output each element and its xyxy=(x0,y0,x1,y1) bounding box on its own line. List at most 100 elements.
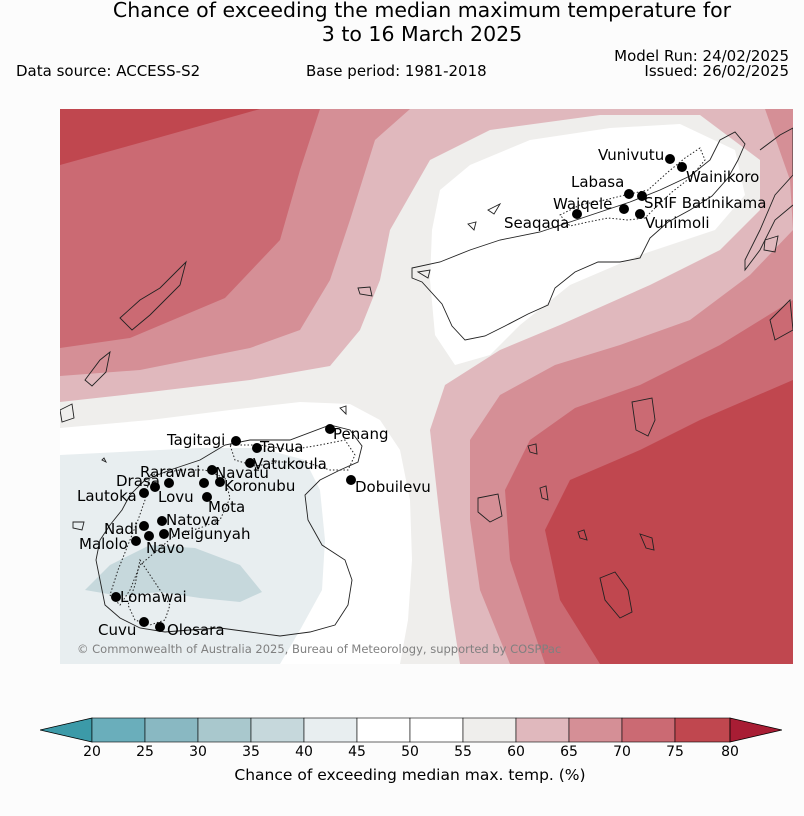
swatch-35-40 xyxy=(250,717,305,743)
swatch-65-70 xyxy=(568,717,623,743)
label-meigunyah: Meigunyah xyxy=(168,525,250,543)
tick-label: 60 xyxy=(507,744,525,760)
station-marker xyxy=(111,592,121,602)
colorbar-ticks: 20 25 30 35 40 45 50 55 60 65 70 75 80 xyxy=(0,744,804,762)
station-marker xyxy=(252,443,262,453)
label-srif-batinikama: SRIF Batinikama xyxy=(644,194,766,212)
title-line-2: 3 to 16 March 2025 xyxy=(321,22,523,46)
tick-label: 80 xyxy=(721,744,739,760)
swatch-70-75 xyxy=(621,717,676,743)
swatch-30-35 xyxy=(197,717,252,743)
label-vunivutu: Vunivutu xyxy=(598,146,664,164)
tick-label: 25 xyxy=(136,744,154,760)
station-marker xyxy=(346,475,356,485)
station-marker xyxy=(139,488,149,498)
colorbar-extend-high xyxy=(729,717,783,743)
station-marker xyxy=(164,478,174,488)
swatch-45-50 xyxy=(356,717,411,743)
colorbar-label: Chance of exceeding median max. temp. (%… xyxy=(234,766,586,784)
station-marker xyxy=(202,492,212,502)
colorbar-extend-low xyxy=(39,717,93,743)
copyright-notice: © Commonwealth of Australia 2025, Bureau… xyxy=(77,642,562,656)
station-marker xyxy=(131,536,141,546)
tick-label: 45 xyxy=(348,744,366,760)
tick-label: 70 xyxy=(613,744,631,760)
swatch-20-25 xyxy=(91,717,146,743)
label-penang: Penang xyxy=(333,425,388,443)
map-title: Chance of exceeding the median maximum t… xyxy=(0,0,804,46)
station-markers xyxy=(111,154,687,632)
tick-label: 50 xyxy=(401,744,419,760)
label-waiqele: Waiqele xyxy=(553,195,612,213)
label-rarawai: Rarawai xyxy=(140,463,200,481)
swatch-60-65 xyxy=(515,717,570,743)
label-wainikoro: Wainikoro xyxy=(686,168,759,186)
base-period: Base period: 1981-2018 xyxy=(306,62,487,80)
label-seaqaqa: Seaqaqa xyxy=(504,214,569,232)
swatch-40-45 xyxy=(303,717,358,743)
label-drasa: Drasa xyxy=(116,472,160,490)
swatch-50-55 xyxy=(409,717,464,743)
swatch-75-80 xyxy=(674,717,731,743)
station-marker xyxy=(245,458,255,468)
station-marker xyxy=(199,478,209,488)
station-marker xyxy=(215,477,225,487)
tick-label: 75 xyxy=(666,744,684,760)
swatch-25-30 xyxy=(144,717,199,743)
tick-label: 65 xyxy=(560,744,578,760)
station-marker xyxy=(619,204,629,214)
station-marker xyxy=(159,529,169,539)
probability-map: Vunivutu Wainikoro Labasa Waiqele SRIF B… xyxy=(60,109,793,664)
label-lovu: Lovu xyxy=(158,488,194,506)
station-marker xyxy=(635,209,645,219)
swatch-55-60 xyxy=(462,717,517,743)
station-marker xyxy=(677,162,687,172)
label-vatukoula: Vatukoula xyxy=(253,455,327,473)
tick-label: 20 xyxy=(83,744,101,760)
model-run: Model Run: 24/02/2025 xyxy=(614,47,789,65)
station-labels: Vunivutu Wainikoro Labasa Waiqele SRIF B… xyxy=(77,146,766,639)
label-cuvu: Cuvu xyxy=(98,621,136,639)
label-mota: Mota xyxy=(208,498,245,516)
station-marker xyxy=(139,521,149,531)
colorbar-swatches xyxy=(91,717,731,743)
station-marker xyxy=(572,209,582,219)
tick-label: 55 xyxy=(454,744,472,760)
label-lomawai: Lomawai xyxy=(120,588,187,606)
band-45-55-north xyxy=(430,124,745,365)
label-natova: Natova xyxy=(166,511,220,529)
district-borders xyxy=(109,147,706,626)
tick-label: 35 xyxy=(242,744,260,760)
label-nadi: Nadi xyxy=(104,520,138,538)
station-marker xyxy=(207,465,217,475)
station-marker xyxy=(637,191,647,201)
issued-date: Issued: 26/02/2025 xyxy=(644,62,789,80)
label-koronubu: Koronubu xyxy=(224,477,295,495)
tick-label: 40 xyxy=(295,744,313,760)
label-tavua: Tavua xyxy=(259,438,303,456)
label-vunimoli: Vunimoli xyxy=(645,214,710,232)
label-labasa: Labasa xyxy=(571,173,624,191)
label-navo: Navo xyxy=(146,539,184,557)
station-marker xyxy=(139,617,149,627)
coastlines xyxy=(60,127,793,637)
label-malolo: Malolo xyxy=(79,535,128,553)
tick-label: 30 xyxy=(189,744,207,760)
band-35-40 xyxy=(85,545,262,602)
label-dobuilevu: Dobuilevu xyxy=(355,478,431,496)
colorbar xyxy=(39,716,783,748)
station-marker xyxy=(157,516,167,526)
station-marker xyxy=(150,482,160,492)
label-lautoka: Lautoka xyxy=(77,487,137,505)
station-marker xyxy=(665,154,675,164)
station-marker xyxy=(155,622,165,632)
station-marker xyxy=(144,531,154,541)
data-source: Data source: ACCESS-S2 xyxy=(16,62,201,80)
station-marker xyxy=(231,436,241,446)
station-marker xyxy=(624,189,634,199)
label-tagitagi: Tagitagi xyxy=(166,431,225,449)
label-navatu: Navatu xyxy=(215,464,269,482)
label-olosara: Olosara xyxy=(167,621,225,639)
station-marker xyxy=(325,424,335,434)
title-line-1: Chance of exceeding the median maximum t… xyxy=(112,0,732,22)
